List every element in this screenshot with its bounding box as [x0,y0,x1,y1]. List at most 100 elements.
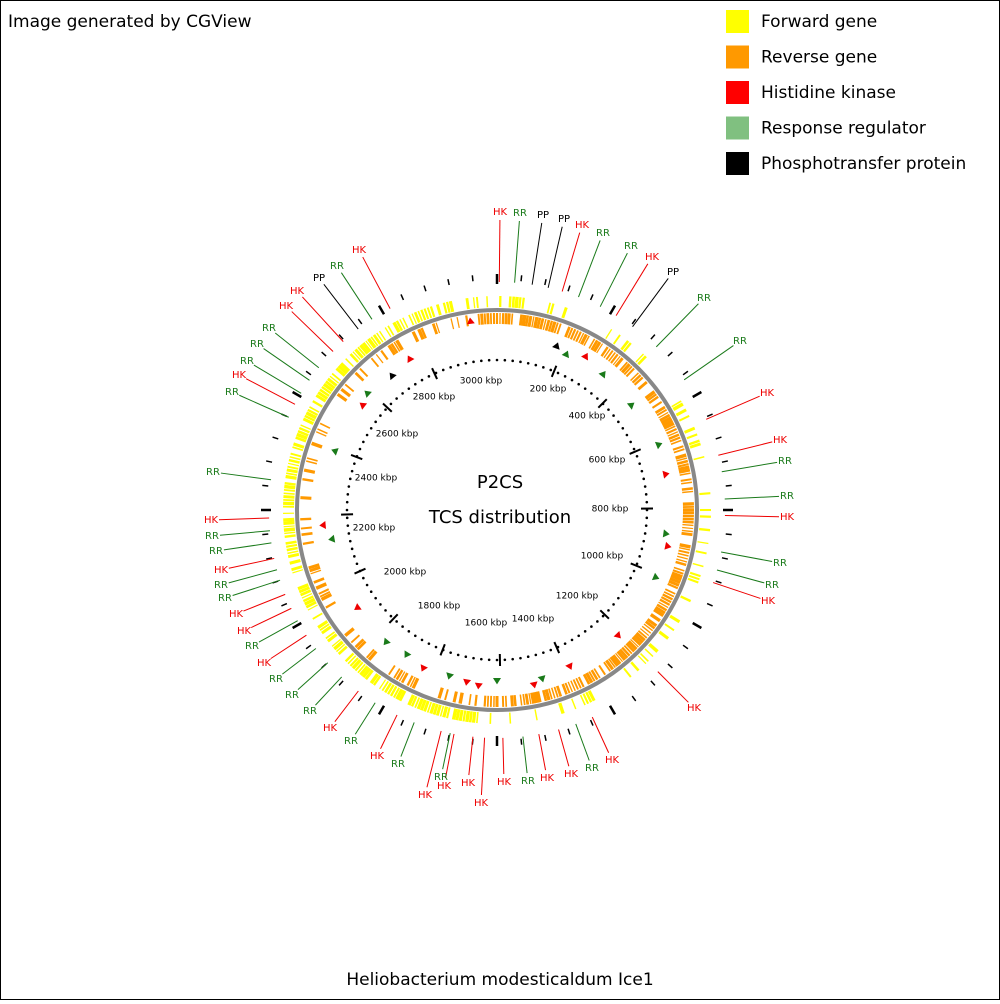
feature-label: HK [564,769,579,780]
feature-label: HK [323,723,338,734]
feature-label: RR [303,706,317,717]
ruler-dot [645,524,648,527]
ruler-dot [480,658,483,661]
feature-label: HK [474,798,489,809]
ruler-dot [408,630,411,633]
forward-gene [284,487,295,488]
ruler-dot [511,360,514,363]
ruler-dot [622,590,625,593]
reverse-gene [523,315,525,326]
feature-label: RR [250,339,264,350]
ruler-dot [549,369,552,372]
forward-gene [474,712,475,723]
ruler-dot [366,584,369,587]
ruler-dot [465,655,468,658]
feature-label: HK [229,609,244,620]
ruler-dot [645,501,648,504]
legend-swatch [726,117,749,140]
ruler-dot [384,609,387,612]
reverse-gene [488,313,489,324]
feature-label: HK [461,778,476,789]
feature-label: RR [513,208,527,219]
forward-gene [470,711,471,722]
forward-gene [460,710,462,721]
feature-label: RR [245,641,259,652]
reverse-gene [509,313,510,324]
feature-label: RR [765,580,779,591]
feature-label: RR [697,293,711,304]
ruler-dot [488,359,491,362]
forward-gene [467,711,469,722]
ruler-dot [346,517,349,520]
forward-gene [487,296,488,307]
forward-gene [284,529,295,530]
reverse-gene [526,315,528,326]
legend-swatch [726,10,749,33]
legend-swatch [726,81,749,104]
forward-gene [519,297,520,308]
forward-gene [510,296,511,307]
ruler-dot [636,455,639,458]
reverse-gene [532,693,534,704]
legend-label: Forward gene [761,12,877,32]
feature-label: RR [391,759,405,770]
ruler-label: 2000 kbp [384,568,427,578]
leader-line [499,220,500,282]
feature-label: RR [344,736,358,747]
reverse-gene [520,315,521,326]
ruler-dot [549,649,552,652]
feature-label: RR [773,558,787,569]
reverse-gene [488,696,489,707]
ruler-dot [644,485,647,488]
feature-label: HK [290,286,305,297]
ruler-dot [362,441,365,444]
ruler-dot [457,364,460,367]
ruler-dot [542,366,545,369]
ruler-dot [596,397,599,400]
feature-label: HK [279,301,294,312]
feature-label: PP [537,210,549,221]
feature-label: PP [313,273,325,284]
forward-gene [516,297,517,308]
ruler-dot [449,366,452,369]
ruler-dot [642,540,645,543]
center-title: P2CS [477,472,523,493]
ruler-label: 800 kbp [592,505,629,515]
ruler-dot [370,590,373,593]
ruler-dot [359,448,362,451]
outer-tick [726,534,732,535]
ruler-dot [472,361,475,364]
reverse-gene [529,316,531,327]
feature-label: RR [205,531,219,542]
ruler-dot [617,597,620,600]
ruler-dot [612,414,615,417]
ruler-dot [638,555,641,558]
feature-label: HK [761,596,776,607]
ruler-dot [645,517,648,520]
feature-label: RR [240,356,254,367]
ruler-dot [527,362,530,365]
forward-gene [284,526,295,527]
feature-label: HK [497,777,512,788]
ruler-label: 2400 kbp [355,474,398,484]
ruler-dot [504,658,507,661]
ruler-dot [590,625,593,628]
feature-label: HK [575,220,590,231]
feature-label: PP [558,214,570,225]
ruler-dot [642,478,645,481]
ruler-dot [622,427,625,430]
forward-gene [513,297,514,308]
reverse-gene [301,528,312,529]
ruler-dot [408,387,411,390]
ruler-dot [584,387,587,390]
ruler-dot [472,657,475,660]
ruler-dot [511,658,514,661]
reverse-gene [300,498,311,499]
ruler-dot [395,397,398,400]
feature-label: HK [352,245,367,256]
ruler-dot [564,375,567,378]
ruler-dot [577,383,580,386]
ruler-dot [390,403,393,406]
feature-label: RR [778,456,792,467]
forward-gene [283,500,294,501]
